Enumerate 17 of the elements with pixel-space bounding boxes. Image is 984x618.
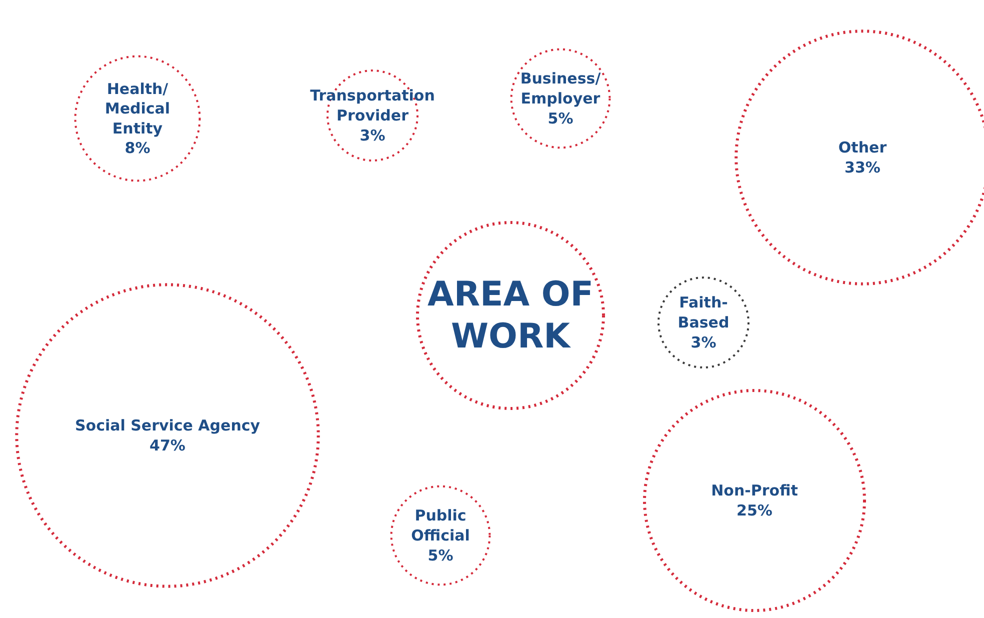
data-label: 3% xyxy=(690,333,716,352)
category-label: Transportation Provider xyxy=(310,86,435,124)
data-label: 8% xyxy=(124,139,150,158)
category-label: Non-Profit xyxy=(711,482,798,500)
category-label: Other xyxy=(838,138,888,157)
text: AREA OF WORK xyxy=(428,274,594,356)
data-label: 33% xyxy=(844,158,880,176)
category-label: Faith- Based xyxy=(678,294,730,332)
data-label: 47% xyxy=(150,436,186,454)
category-label: Social Service Agency xyxy=(74,416,260,435)
category-label: Public Official xyxy=(411,506,470,544)
data-label: 3% xyxy=(360,126,386,144)
data-label: 5% xyxy=(428,546,454,564)
data-label: 25% xyxy=(736,501,772,520)
category-label: Health/ Medical Entity xyxy=(104,80,170,138)
category-label: Business/ Employer xyxy=(520,70,602,108)
data-label: 5% xyxy=(548,109,574,128)
